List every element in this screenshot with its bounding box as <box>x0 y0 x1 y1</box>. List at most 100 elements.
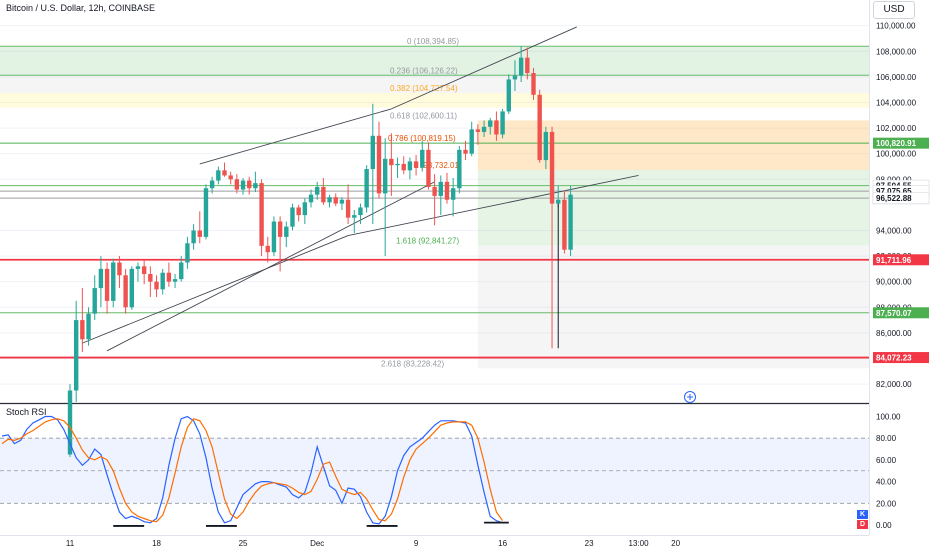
zone-orange <box>477 120 869 170</box>
candle-body <box>488 120 493 127</box>
candle-body <box>129 268 134 308</box>
fib-level-label: 0 (108,394.85) <box>407 37 459 46</box>
candle-body <box>253 183 258 189</box>
price-tick-label: 106,000.00 <box>876 73 917 82</box>
price-label-text: 87,570.07 <box>876 309 912 318</box>
candle-body <box>216 170 221 181</box>
candle-body <box>413 161 419 168</box>
price-label-text: 96,522.88 <box>876 194 912 203</box>
zone-gray-bottom <box>477 245 869 369</box>
fib-level-label: 1 (98,732.01) <box>414 161 462 170</box>
trend-line <box>391 26 577 110</box>
candle-body <box>172 279 178 282</box>
candle-body <box>191 230 196 244</box>
candle-body <box>222 170 227 176</box>
candle-body <box>549 131 555 204</box>
candle-body <box>432 186 437 196</box>
price-tick-label: 94,000.00 <box>876 226 912 235</box>
candle-body <box>80 320 85 340</box>
time-tick-label: 23 <box>585 539 594 548</box>
candle-body <box>327 197 332 203</box>
candle-body <box>469 129 474 154</box>
candle-body <box>420 149 425 168</box>
price-label-box <box>873 137 929 149</box>
price-label-text: 84,072.23 <box>876 354 912 363</box>
time-tick-label: 9 <box>414 539 419 548</box>
candle-body <box>339 199 345 204</box>
candle-body <box>494 120 499 135</box>
fib-level-label: 1.618 (92,841.27) <box>396 236 459 245</box>
stoch-tick-label: 80.00 <box>876 434 897 443</box>
stoch-rsi-title: Stoch RSI <box>6 407 47 417</box>
candle-body <box>148 274 153 282</box>
price-tick-label: 108,000.00 <box>876 47 917 56</box>
price-tick-label: 86,000.00 <box>876 329 912 338</box>
stoch-line-d <box>1 417 504 523</box>
price-label-box <box>873 307 929 319</box>
stoch-d-badge: D <box>857 520 868 529</box>
candle-body <box>401 163 406 171</box>
candle-body <box>123 275 128 308</box>
candle-body <box>117 262 122 276</box>
price-label-box <box>873 254 929 266</box>
candle-body <box>197 230 202 237</box>
stoch-tick-label: 40.00 <box>876 478 897 487</box>
candle-body <box>345 199 351 218</box>
zone-green <box>477 169 869 246</box>
candle-body <box>457 149 462 189</box>
zone-green-top <box>0 46 869 76</box>
candle-body <box>259 183 264 246</box>
candle-body <box>543 131 549 161</box>
price-label-box <box>873 352 929 364</box>
candle-body <box>407 161 413 171</box>
candle-body <box>98 268 104 289</box>
candle-body <box>203 188 209 237</box>
trend-line <box>199 108 392 165</box>
price-label-text: 97,075.65 <box>876 187 912 196</box>
candle-body <box>179 262 184 280</box>
candle-body <box>228 175 233 180</box>
candle-body <box>364 169 369 208</box>
candle-body <box>308 194 314 203</box>
candle-body <box>370 135 376 170</box>
price-tick-label: 98,000.00 <box>876 175 912 184</box>
stoch-tick-label: 0.00 <box>876 521 892 530</box>
candle-body <box>104 268 110 301</box>
stoch-tick-label: 60.00 <box>876 456 897 465</box>
candle-body <box>296 207 301 216</box>
candle-body <box>333 197 338 204</box>
time-tick-label: 11 <box>66 539 75 548</box>
candle-body <box>518 57 524 76</box>
candle-body <box>395 163 400 166</box>
trend-line <box>348 174 639 237</box>
candle-body <box>382 158 388 194</box>
currency-button[interactable]: USD <box>873 1 915 19</box>
trend-line <box>82 235 349 344</box>
candle-body <box>426 149 431 187</box>
price-tick-label: 102,000.00 <box>876 124 917 133</box>
candle-body <box>290 207 295 227</box>
candle-body <box>265 245 270 253</box>
time-tick-label: 13:00 <box>629 539 650 548</box>
stoch-tick-label: 100.00 <box>876 413 901 422</box>
candle-body <box>512 75 518 80</box>
candle-body <box>240 180 246 190</box>
candle-body <box>160 272 165 290</box>
zone-gray <box>0 75 869 94</box>
price-tick-label: 90,000.00 <box>876 278 912 287</box>
fib-level-label: 0.236 (106,126.22) <box>390 66 458 75</box>
candle-body <box>302 202 308 216</box>
candle-body <box>358 207 363 216</box>
time-tick-label: 20 <box>671 539 680 548</box>
candle-body <box>315 186 320 195</box>
price-tick-label: 82,000.00 <box>876 380 912 389</box>
candle-body <box>185 243 190 263</box>
candle-body <box>506 79 511 112</box>
candle-body <box>67 390 73 455</box>
candle-body <box>389 158 394 166</box>
candle-body <box>234 179 240 190</box>
candle-body <box>111 262 116 301</box>
